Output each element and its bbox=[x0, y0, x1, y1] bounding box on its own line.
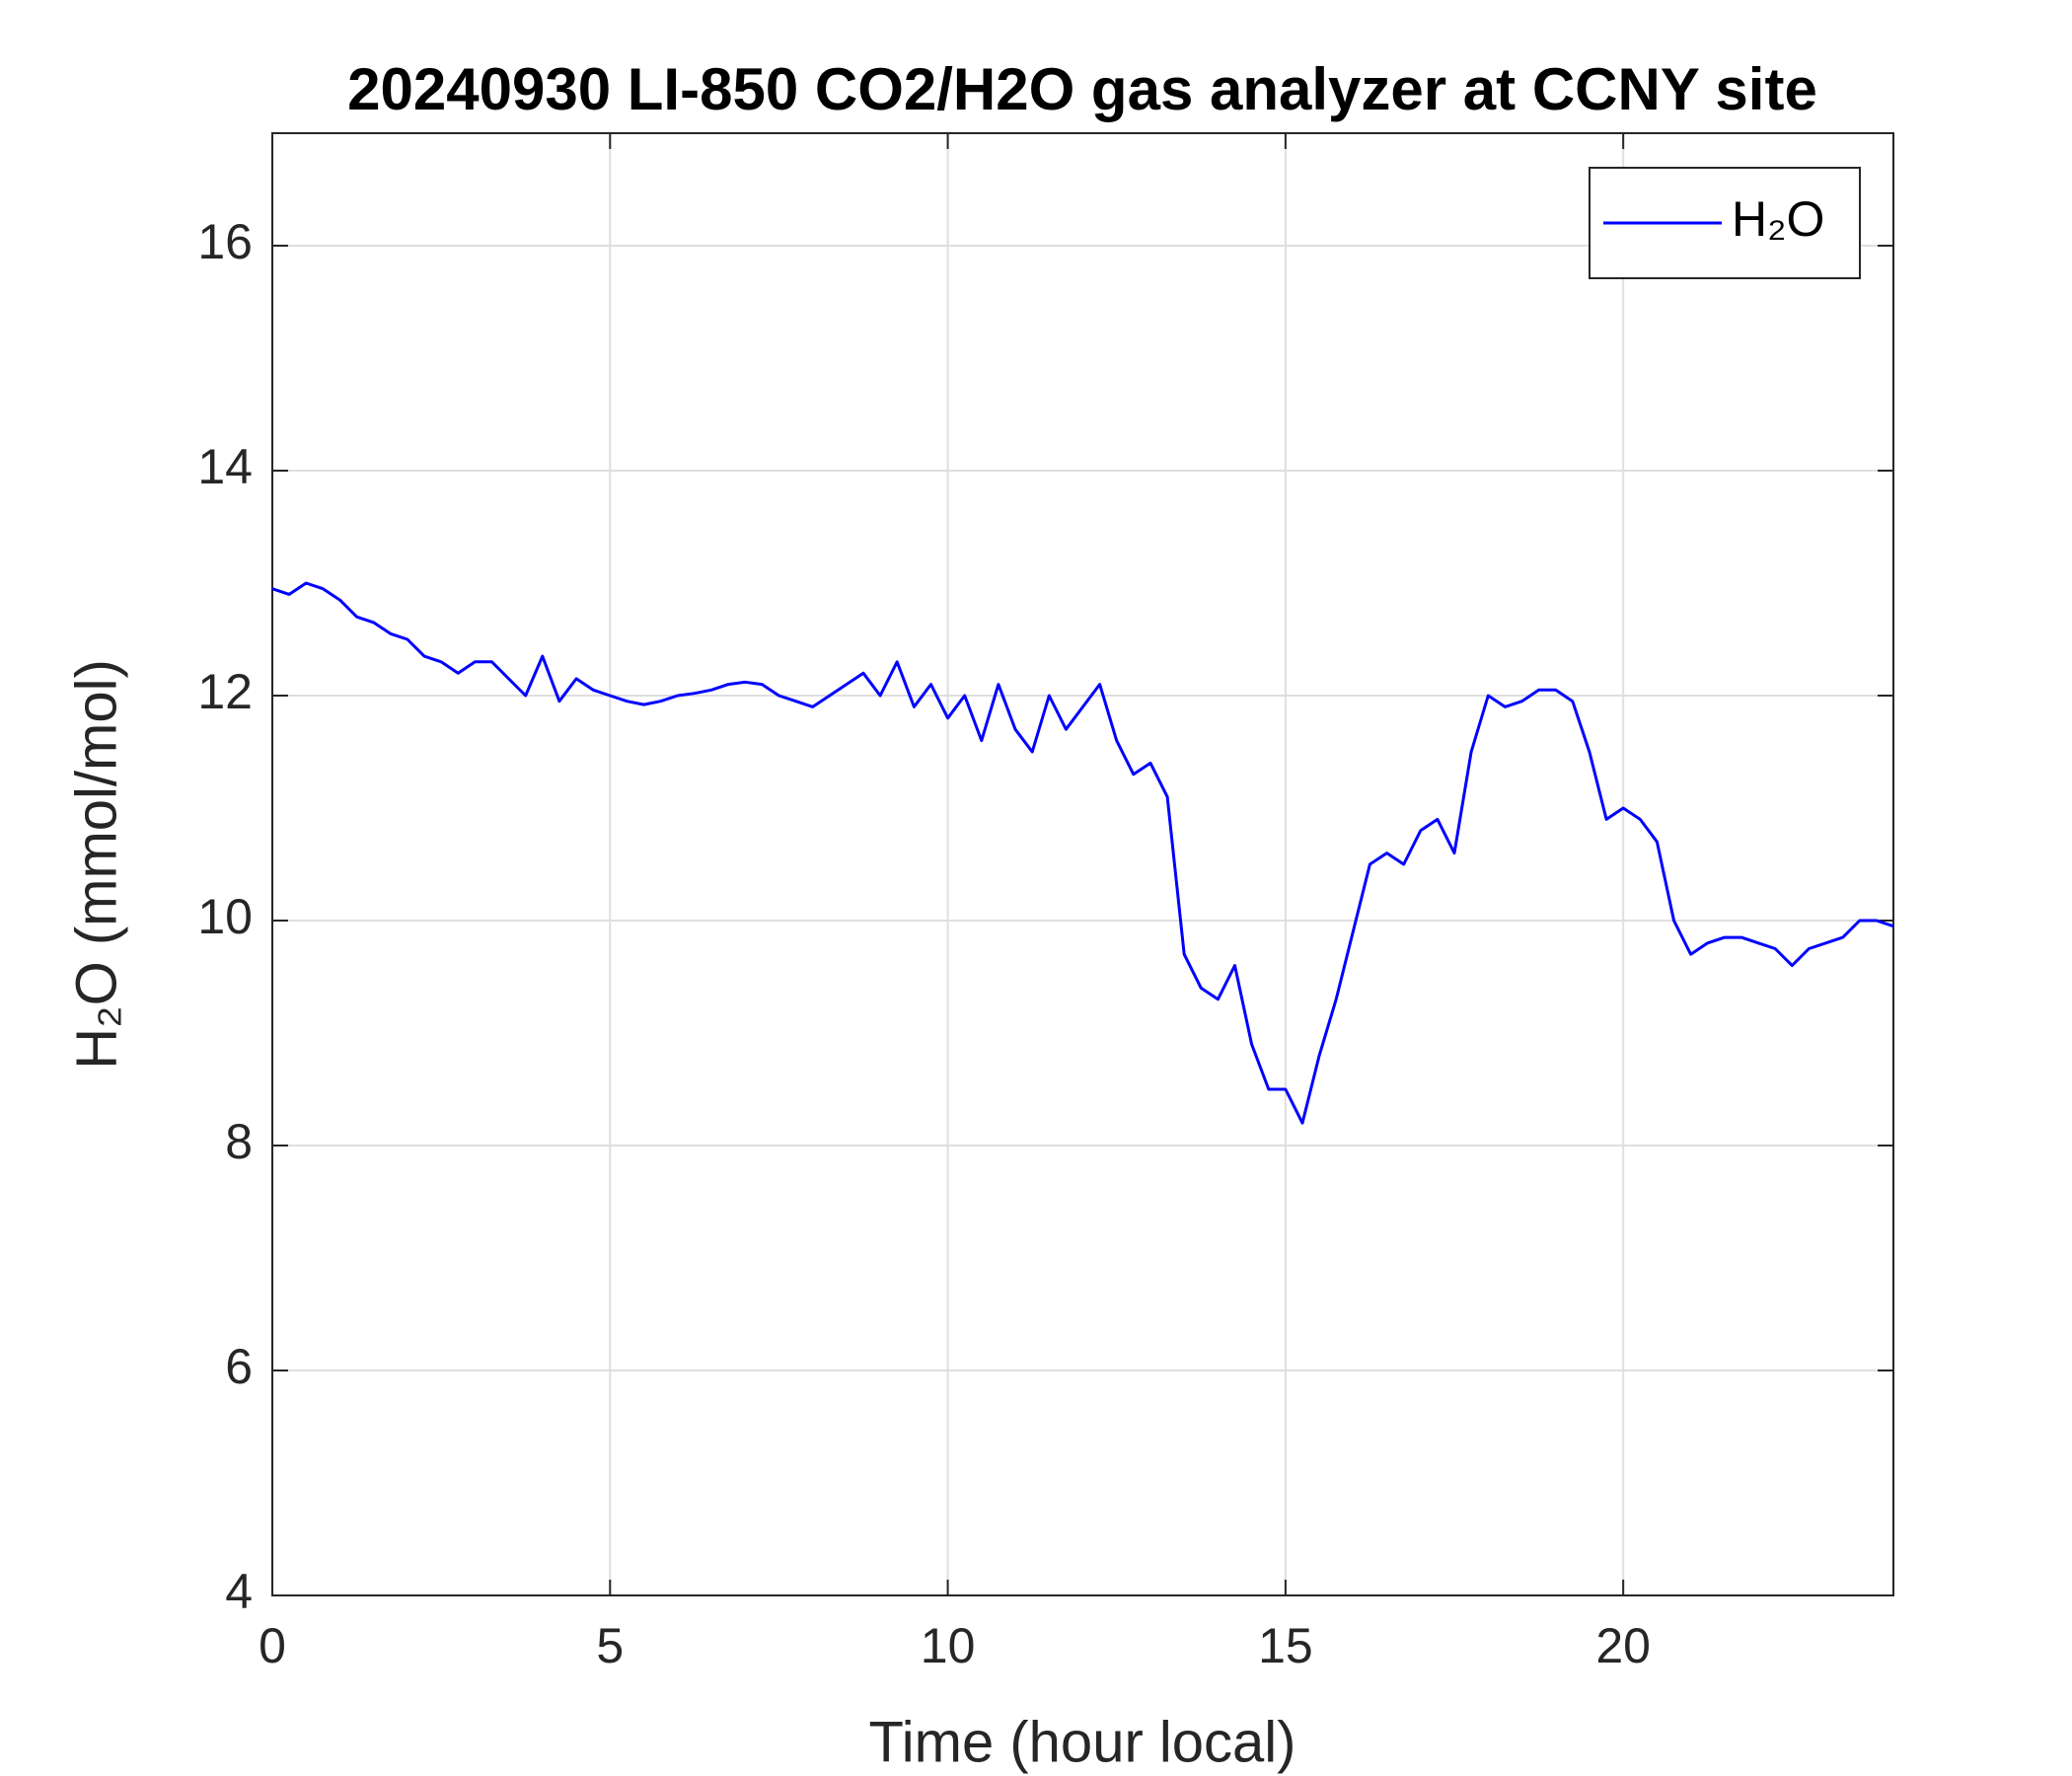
x-tick-label: 20 bbox=[1595, 1618, 1651, 1673]
y-tick-label: 6 bbox=[225, 1339, 253, 1394]
y-tick-label: 10 bbox=[197, 889, 253, 944]
x-tick-label: 5 bbox=[596, 1618, 624, 1673]
legend-label: H₂O bbox=[1732, 191, 1824, 247]
chart-title: 20240930 LI-850 CO2/H2O gas analyzer at … bbox=[347, 56, 1817, 122]
y-tick-label: 12 bbox=[197, 664, 253, 719]
x-tick-label: 15 bbox=[1258, 1618, 1313, 1673]
y-axis-label: H₂O (mmol/mol) bbox=[64, 659, 128, 1070]
y-tick-label: 8 bbox=[225, 1114, 253, 1169]
x-tick-label: 0 bbox=[259, 1618, 286, 1673]
data-line bbox=[271, 581, 1894, 1125]
x-tick-label: 10 bbox=[921, 1618, 976, 1673]
y-tick-label: 4 bbox=[225, 1564, 253, 1619]
y-tick-label: 16 bbox=[197, 214, 253, 269]
plot-frame bbox=[271, 132, 1894, 1596]
y-tick-label: 14 bbox=[197, 439, 253, 494]
x-axis-label: Time (hour local) bbox=[869, 1710, 1296, 1774]
